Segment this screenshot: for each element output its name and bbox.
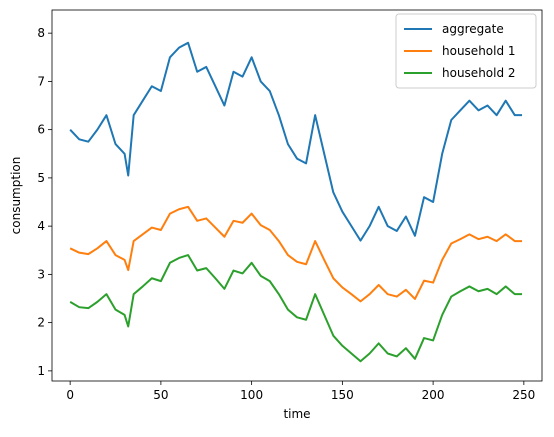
y-tick-label: 1: [37, 364, 45, 378]
y-tick-label: 2: [37, 316, 45, 330]
x-tick-label: 150: [331, 388, 354, 402]
y-tick-label: 4: [37, 219, 45, 233]
x-tick-label: 250: [512, 388, 535, 402]
y-tick-label: 6: [37, 123, 45, 137]
x-tick-label: 100: [240, 388, 263, 402]
legend-label: aggregate: [442, 22, 504, 36]
x-axis-label: time: [283, 407, 310, 421]
legend-box: [395, 13, 537, 89]
legend-label: household 2: [442, 66, 516, 80]
x-tick-label: 0: [66, 388, 74, 402]
y-tick-label: 8: [37, 26, 45, 40]
x-tick-label: 200: [422, 388, 445, 402]
y-tick-label: 7: [37, 74, 45, 88]
y-tick-label: 3: [37, 267, 45, 281]
series-line: [69, 41, 523, 242]
legend-label: household 1: [442, 44, 516, 58]
y-tick-label: 5: [37, 171, 45, 185]
plot-frame: [51, 9, 543, 382]
series-line: [69, 254, 523, 363]
y-axis-label: consumption: [9, 157, 23, 235]
x-tick-label: 50: [153, 388, 168, 402]
series-line: [69, 205, 523, 303]
